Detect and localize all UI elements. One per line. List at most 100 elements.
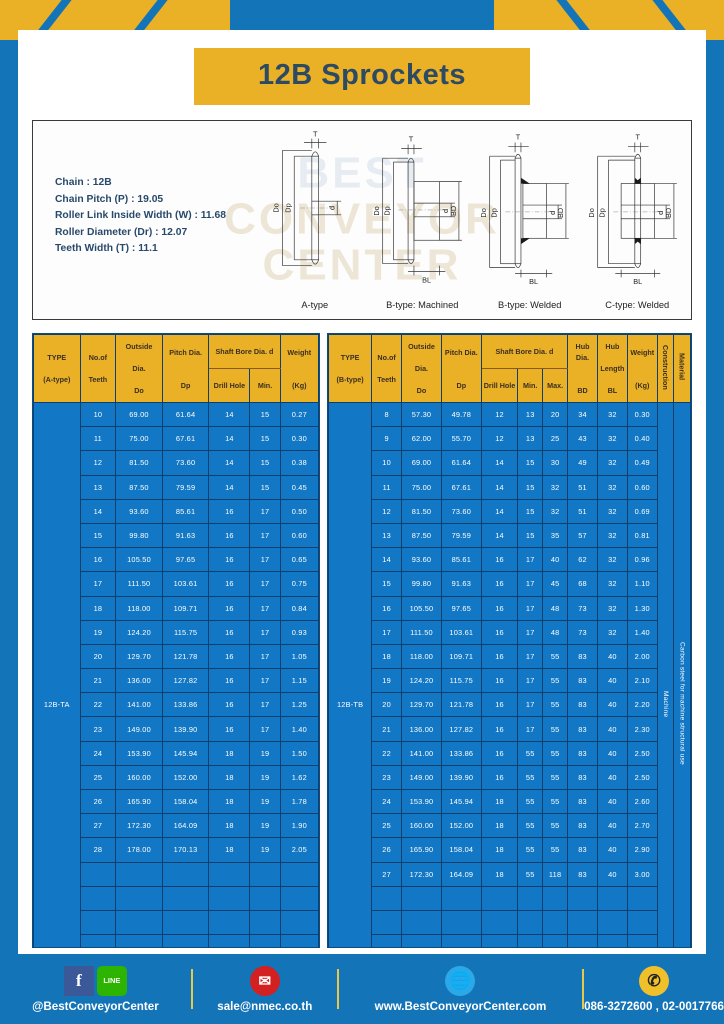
table-cell-empty xyxy=(626,934,658,947)
table-cell: 85.61 xyxy=(440,547,482,573)
footer-divider-3 xyxy=(582,969,585,1009)
footer-social[interactable]: f LINE @BestConveyorCenter xyxy=(0,965,191,1013)
table-cell: 2.60 xyxy=(626,788,658,815)
table-cell: 32 xyxy=(542,498,569,524)
footer-email[interactable]: ✉ sale@nmec.co.th xyxy=(193,965,337,1013)
table-cell: 55 xyxy=(542,837,569,863)
table-cell: 0.69 xyxy=(626,498,658,524)
th-b-pitch-dia: Pitch Dia. Dp xyxy=(440,334,482,403)
table-cell-empty xyxy=(440,909,482,936)
table-cell: 19 xyxy=(249,837,281,863)
table-cell: 2.50 xyxy=(626,740,658,766)
table-cell: 111.50 xyxy=(115,571,163,597)
th-b-hub-length: Hub Length BL xyxy=(596,334,628,403)
table-cell: 17 xyxy=(249,716,281,742)
svg-text:BD: BD xyxy=(556,208,565,218)
table-cell: 32 xyxy=(596,426,628,452)
table-row: 15 99.80 91.63 16 17 0.60 xyxy=(34,522,319,549)
table-cell: 103.61 xyxy=(440,619,482,645)
footer-phone[interactable]: ✆ 086-3272600 , 02-0017766 xyxy=(584,965,724,1013)
table-cell: 51 xyxy=(567,474,598,500)
table-cell-empty xyxy=(79,861,117,887)
table-cell: 17 xyxy=(249,668,281,694)
table-cell: 16 xyxy=(480,571,519,597)
table-cell: 83 xyxy=(567,861,598,887)
table-cell: 1.50 xyxy=(279,740,319,766)
table-cell: 67.61 xyxy=(440,474,482,500)
table-cell: 14 xyxy=(79,498,117,524)
table-cell: 49.78 xyxy=(440,401,482,428)
table-cell: 15 xyxy=(249,426,281,452)
table-a-body: 12B-TA 10 69.00 61.64 14 15 0.27 11 75.00 67.61 14… xyxy=(33,401,319,947)
table-cell: 0.30 xyxy=(279,426,319,452)
specification-tables: TYPE (A-type) No.of Teeth Outside Dia. Do Pi… xyxy=(32,333,692,948)
table-cell: 51 xyxy=(567,498,598,524)
table-row: 15 99.80 91.63 16 17 45 68 32 1.10 xyxy=(329,571,691,597)
table-cell: 14 xyxy=(480,498,519,524)
table-cell-empty xyxy=(115,861,163,887)
line-icon[interactable]: LINE xyxy=(96,965,127,996)
table-cell: 136.00 xyxy=(401,716,442,742)
table-cell: 73 xyxy=(567,619,598,645)
phone-icon[interactable]: ✆ xyxy=(639,965,670,996)
table-cell: 19 xyxy=(249,764,281,791)
table-cell: 13 xyxy=(371,522,403,549)
table-cell: 55 xyxy=(542,788,569,815)
table-cell: 8 xyxy=(371,401,403,428)
table-cell: 21 xyxy=(79,668,117,694)
table-row: 12B-TB 8 57.30 49.78 12 13 20 34 32 0.30 Machine Ca… xyxy=(328,401,691,947)
table-cell: 40 xyxy=(596,692,628,718)
globe-icon[interactable]: 🌐 xyxy=(445,965,476,996)
table-cell-empty xyxy=(567,934,598,947)
table-cell: 17 xyxy=(249,692,281,718)
table-cell: 16 xyxy=(480,595,519,621)
svg-text:Dp: Dp xyxy=(283,203,292,212)
table-cell: 40 xyxy=(596,668,628,694)
table-cell: 73.60 xyxy=(161,450,210,476)
diagram-c-type-welded-drawing: T Do Dp d BD BL xyxy=(586,133,677,286)
table-row: 26 165.90 158.04 18 55 55 83 40 2.90 xyxy=(329,837,691,863)
table-cell: 55 xyxy=(517,813,544,839)
footer-website[interactable]: 🌐 www.BestConveyorCenter.com xyxy=(339,965,582,1013)
diagram-b-type-machined-drawing: T Do Dp d BD BL xyxy=(371,135,462,284)
table-cell: 81.50 xyxy=(115,450,163,476)
table-cell: 17 xyxy=(249,643,281,670)
table-row: 14 93.60 85.61 16 17 40 62 32 0.96 xyxy=(329,547,691,573)
table-cell: 32 xyxy=(596,547,628,573)
spec-line-pitch: Chain Pitch (P) : 19.05 xyxy=(55,193,164,205)
table-cell-empty xyxy=(517,885,544,911)
table-row: 12B-TA 10 69.00 61.64 14 15 0.27 xyxy=(33,401,319,947)
table-cell: 0.93 xyxy=(279,619,319,645)
table-cell: 103.61 xyxy=(161,571,210,597)
table-cell-empty xyxy=(567,909,598,936)
table-cell: 83 xyxy=(567,764,598,791)
table-cell: 12 xyxy=(480,426,519,452)
svg-text:Do: Do xyxy=(586,208,595,217)
svg-text:BL: BL xyxy=(422,275,431,284)
table-cell: 17 xyxy=(517,619,544,645)
table-cell: 105.50 xyxy=(115,547,163,573)
table-cell-empty xyxy=(626,885,658,911)
table-cell-empty xyxy=(567,885,598,911)
table-cell-empty xyxy=(249,934,281,947)
table-row-empty xyxy=(34,909,319,936)
table-cell: 178.00 xyxy=(115,837,163,863)
table-cell: 2.20 xyxy=(626,692,658,718)
table-cell: 40 xyxy=(596,716,628,742)
mail-icon[interactable]: ✉ xyxy=(249,965,280,996)
facebook-icon[interactable]: f xyxy=(63,965,94,996)
table-cell: 124.20 xyxy=(401,668,442,694)
svg-text:d: d xyxy=(441,209,450,213)
table-cell: 15 xyxy=(517,498,544,524)
table-cell: 1.40 xyxy=(279,716,319,742)
svg-text:Dp: Dp xyxy=(490,208,499,217)
table-cell: 16 xyxy=(480,740,519,766)
table-cell: 25 xyxy=(371,813,403,839)
spec-line-width: Roller Link Inside Width (W) : 11.68 xyxy=(55,210,226,221)
table-cell: 111.50 xyxy=(401,619,442,645)
table-row-empty xyxy=(329,885,691,911)
table-cell-empty xyxy=(440,885,482,911)
table-cell: 32 xyxy=(596,595,628,621)
table-cell: 109.71 xyxy=(161,595,210,621)
table-cell: 17 xyxy=(517,595,544,621)
